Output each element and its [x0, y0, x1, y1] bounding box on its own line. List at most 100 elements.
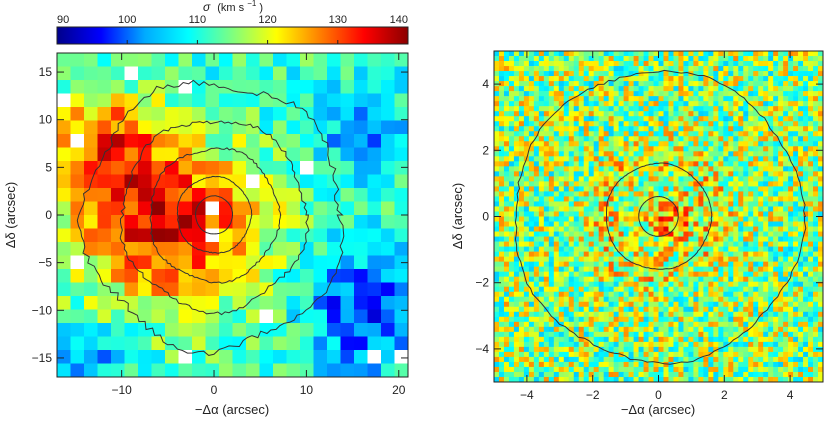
- heatmap-cell: [718, 271, 724, 277]
- heatmap-cell: [508, 271, 515, 277]
- heatmap-cell: [553, 111, 560, 117]
- heatmap-cell: [638, 331, 644, 338]
- heatmap-cell: [494, 271, 500, 277]
- heatmap-cell: [773, 276, 779, 282]
- heatmap-cell: [778, 76, 784, 82]
- heatmap-cell: [818, 156, 823, 162]
- heatmap-cell: [588, 226, 594, 232]
- heatmap-cell: [578, 71, 585, 77]
- heatmap-cell: [803, 291, 809, 298]
- heatmap-cell: [723, 141, 729, 147]
- heatmap-cell: [743, 241, 749, 247]
- heatmap-cell: [658, 271, 664, 277]
- heatmap-cell: [494, 311, 500, 318]
- heatmap-cell: [658, 216, 664, 222]
- heatmap-cell: [573, 101, 580, 107]
- heatmap-cell: [783, 211, 789, 217]
- heatmap-cell: [773, 121, 779, 127]
- heatmap-cell: [678, 141, 684, 147]
- heatmap-cell: [753, 181, 759, 187]
- heatmap-cell: [658, 111, 664, 117]
- heatmap-cell: [367, 93, 382, 108]
- heatmap-cell: [70, 228, 85, 243]
- heatmap-cell: [658, 126, 664, 132]
- heatmap-cell: [381, 242, 395, 256]
- heatmap-cell: [798, 251, 804, 257]
- heatmap-cell: [543, 66, 550, 72]
- heatmap-cell: [738, 111, 744, 117]
- heatmap-cell: [523, 136, 530, 142]
- heatmap-cell: [808, 146, 814, 152]
- heatmap-cell: [743, 121, 749, 127]
- heatmap-cell: [723, 346, 729, 353]
- heatmap-cell: [748, 241, 754, 247]
- heatmap-cell: [798, 326, 804, 333]
- heatmap-cell: [758, 226, 764, 232]
- heatmap-cell: [728, 346, 734, 353]
- heatmap-cell: [543, 226, 550, 232]
- heatmap-cell: [693, 86, 699, 92]
- heatmap-cell: [518, 201, 525, 207]
- heatmap-cell: [313, 350, 328, 364]
- heatmap-cell: [813, 201, 819, 207]
- heatmap-cell: [783, 366, 789, 373]
- heatmap-cell: [813, 141, 819, 147]
- heatmap-cell: [713, 221, 719, 227]
- heatmap-cell: [533, 86, 540, 92]
- heatmap-cell: [205, 269, 220, 283]
- heatmap-cell: [583, 186, 590, 192]
- heatmap-cell: [713, 261, 719, 267]
- heatmap-cell: [583, 56, 590, 62]
- y-tick-label: 15: [39, 65, 53, 79]
- heatmap-cell: [583, 321, 590, 328]
- heatmap-cell: [698, 91, 704, 97]
- heatmap-cell: [668, 151, 674, 157]
- heatmap-cell: [618, 86, 624, 92]
- heatmap-cell: [683, 136, 689, 142]
- heatmap-cell: [758, 316, 764, 323]
- heatmap-cell: [513, 176, 520, 182]
- heatmap-cell: [533, 276, 540, 282]
- heatmap-cell: [313, 107, 328, 121]
- heatmap-cell: [663, 196, 669, 202]
- heatmap-cell: [703, 86, 709, 92]
- heatmap-cell: [818, 86, 823, 92]
- heatmap-cell: [533, 176, 540, 182]
- heatmap-cell: [523, 266, 530, 272]
- colorbar-tick-label: 110: [189, 14, 207, 26]
- heatmap-cell: [70, 53, 85, 67]
- heatmap-cell: [808, 246, 814, 252]
- heatmap-cell: [658, 356, 664, 363]
- heatmap-cell: [613, 306, 619, 313]
- heatmap-cell: [773, 346, 779, 353]
- heatmap-cell: [733, 346, 739, 353]
- heatmap-cell: [693, 126, 699, 132]
- heatmap-cell: [608, 246, 614, 252]
- heatmap-cell: [748, 361, 754, 368]
- heatmap-cell: [523, 366, 530, 373]
- heatmap-cell: [523, 236, 530, 242]
- heatmap-cell: [728, 341, 734, 348]
- heatmap-cell: [638, 236, 644, 242]
- heatmap-cell: [648, 101, 654, 107]
- heatmap-cell: [111, 107, 125, 121]
- heatmap-cell: [593, 171, 599, 177]
- heatmap-cell: [603, 231, 609, 237]
- heatmap-cell: [205, 53, 220, 67]
- heatmap-cell: [758, 96, 764, 102]
- heatmap-cell: [643, 216, 649, 222]
- heatmap-cell: [603, 326, 609, 333]
- heatmap-cell: [548, 296, 555, 303]
- heatmap-cell: [663, 336, 669, 343]
- heatmap-cell: [648, 176, 654, 182]
- heatmap-cell: [738, 211, 744, 217]
- heatmap-cell: [753, 236, 759, 242]
- heatmap-cell: [658, 206, 664, 212]
- heatmap-cell: [758, 206, 764, 212]
- heatmap-cell: [232, 120, 247, 135]
- heatmap-cell: [558, 316, 565, 323]
- heatmap-cell: [313, 242, 328, 256]
- heatmap-cell: [583, 156, 590, 162]
- heatmap-cell: [778, 221, 784, 227]
- heatmap-cell: [668, 246, 674, 252]
